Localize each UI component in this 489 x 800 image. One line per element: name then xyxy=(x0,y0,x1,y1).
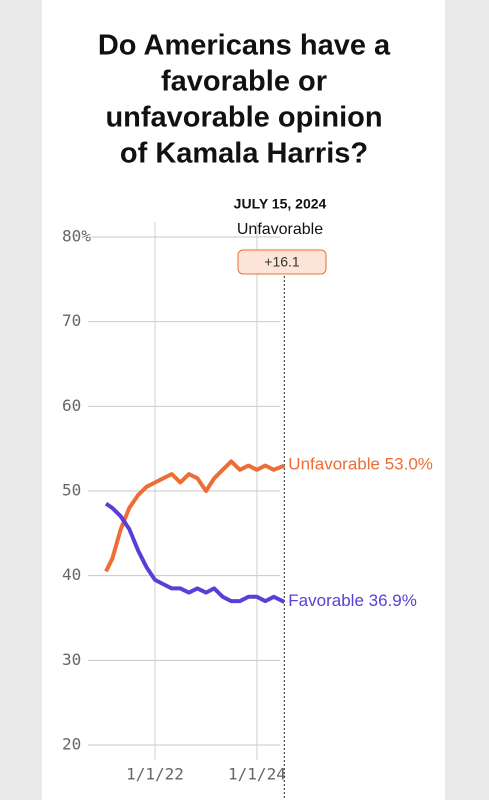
annotation-margin: +16.1 xyxy=(264,254,300,270)
series-line xyxy=(104,502,286,604)
y-tick-label: 60 xyxy=(62,396,81,415)
value-label: 53.0% xyxy=(385,455,433,474)
chart-title: favorable or xyxy=(161,66,327,98)
y-tick-label: 40 xyxy=(62,565,81,584)
chart: Do Americans have a favorable or unfavorab… xyxy=(62,30,433,800)
y-tick-label: 20 xyxy=(62,735,81,754)
y-tick-label: 80% xyxy=(62,227,91,246)
page: Do Americans have a favorable or unfavorab… xyxy=(42,0,445,800)
y-tick-label: 50 xyxy=(62,481,81,500)
series-name: Favorable xyxy=(288,591,364,610)
x-tick-label: 1/1/22 xyxy=(126,765,184,784)
chart-title: Do Americans have a xyxy=(98,30,391,62)
chart-title: unfavorable opinion xyxy=(105,102,382,134)
y-tick-label: 30 xyxy=(62,650,81,669)
annotation-date: JULY 15, 2024 xyxy=(234,196,327,212)
end-label: Favorable 36.9% xyxy=(288,591,417,610)
value-label: 36.9% xyxy=(369,591,417,610)
margin-box xyxy=(237,249,327,275)
y-tick-label: 70 xyxy=(62,311,81,330)
x-tick-label: 1/1/24 xyxy=(228,765,286,784)
series-name: Unfavorable xyxy=(288,455,380,474)
annotation-leader: Unfavorable xyxy=(237,221,323,238)
end-label: Unfavorable 53.0% xyxy=(288,455,433,474)
series-line xyxy=(104,459,286,573)
chart-title: of Kamala Harris? xyxy=(120,138,368,170)
